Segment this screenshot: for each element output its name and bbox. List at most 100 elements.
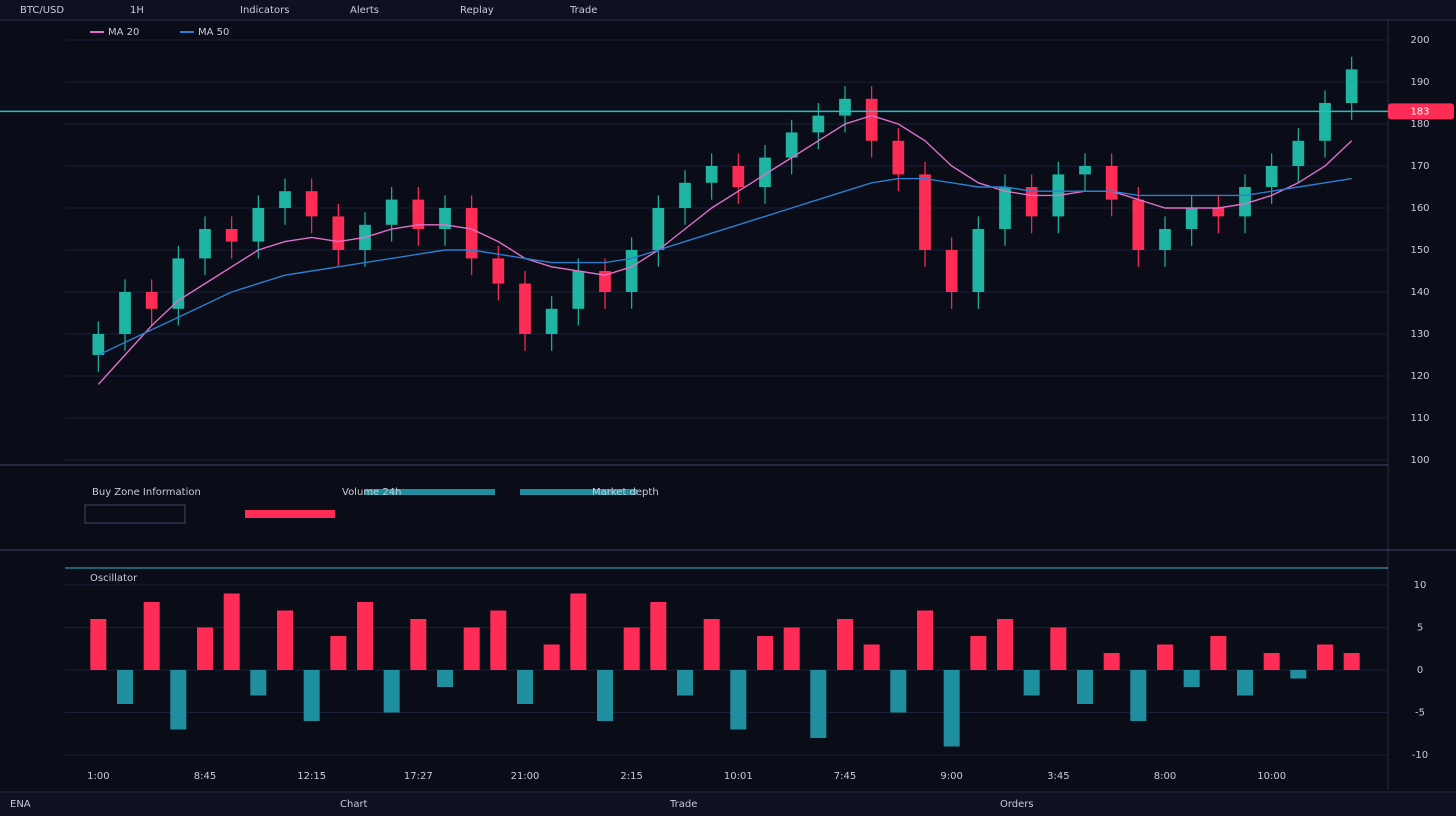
candle-body [972, 229, 985, 292]
status-item[interactable]: Chart [340, 799, 368, 810]
toolbar-bg [0, 0, 1456, 20]
toolbar-item[interactable]: Replay [460, 5, 494, 16]
x-tick-label: 21:00 [511, 771, 540, 782]
candle-body [945, 250, 958, 292]
candle-body [679, 182, 691, 208]
bar [943, 670, 960, 747]
status-item[interactable]: Orders [1000, 799, 1034, 810]
bar [1183, 670, 1200, 687]
x-tick-label: 2:15 [620, 771, 642, 782]
bar [1050, 627, 1067, 670]
legend-label: MA 50 [198, 27, 229, 38]
bar [303, 670, 320, 721]
bar [1157, 644, 1173, 670]
price-tag-bg [1388, 103, 1454, 120]
candle-body [1319, 103, 1331, 141]
bar [997, 619, 1013, 670]
info-bar [245, 510, 335, 518]
bar [1263, 653, 1280, 670]
bar [730, 670, 747, 730]
x-tick-label: 17:27 [404, 771, 433, 782]
candle-body [652, 208, 665, 250]
x-tick-label: 9:00 [940, 771, 962, 782]
price-tag: 183 [1410, 106, 1429, 117]
bar [543, 644, 560, 670]
bar [890, 670, 907, 713]
candle-body [119, 292, 131, 334]
toolbar-item[interactable]: Trade [569, 5, 597, 16]
candle-body [1159, 229, 1171, 250]
candle-body [892, 140, 905, 175]
y-tick-label: 0 [1417, 665, 1423, 676]
candle-body [1185, 208, 1198, 229]
candle-body [279, 191, 291, 208]
bar [223, 593, 240, 670]
candle-body [919, 174, 931, 250]
info-label: Volume 24h [342, 487, 401, 498]
candle-body [412, 199, 425, 229]
candle-body [439, 208, 451, 229]
y-tick-label: 170 [1410, 161, 1429, 172]
bar [330, 636, 347, 670]
info-bar [365, 489, 495, 495]
y-tick-label: -5 [1415, 708, 1425, 719]
status-item[interactable]: Trade [669, 799, 697, 810]
bar [1237, 670, 1253, 696]
candle-body [839, 98, 851, 116]
y-tick-label: 130 [1410, 329, 1429, 340]
bar [837, 619, 853, 670]
x-tick-label: 3:45 [1047, 771, 1069, 782]
info-label: Buy Zone Information [92, 487, 201, 498]
info-label: Market depth [592, 487, 659, 498]
candle-body [865, 98, 878, 141]
y-tick-label: 150 [1410, 245, 1429, 256]
bar [250, 670, 267, 696]
bar [517, 670, 533, 704]
bar [783, 627, 800, 670]
toolbar-item[interactable]: BTC/USD [20, 5, 64, 16]
toolbar-item[interactable]: Alerts [350, 5, 379, 16]
bar [703, 619, 720, 670]
candle-body [545, 308, 558, 334]
bar [357, 602, 373, 670]
candle-body [1292, 140, 1305, 166]
x-tick-label: 8:45 [194, 771, 216, 782]
y-tick-label: 120 [1410, 371, 1429, 382]
candle-body [1132, 199, 1145, 250]
bar [623, 627, 640, 670]
x-tick-label: 1:00 [87, 771, 109, 782]
candle-body [332, 216, 345, 250]
candle-body [1265, 166, 1278, 187]
bar [170, 670, 187, 730]
y-tick-label: 140 [1410, 287, 1429, 298]
bar [1023, 670, 1040, 696]
bar [810, 670, 827, 738]
candle-body [172, 258, 185, 309]
bar [970, 636, 987, 670]
candle-body [385, 199, 398, 225]
panel-title: Oscillator [90, 573, 138, 584]
candle-body [1239, 187, 1251, 217]
bar [463, 627, 480, 670]
toolbar-item[interactable]: 1H [130, 5, 144, 16]
y-tick-label: 110 [1410, 413, 1429, 424]
indicator-line [98, 177, 1352, 356]
candle-body [225, 229, 238, 242]
y-tick-label: 160 [1410, 203, 1429, 214]
toolbar-item[interactable]: Indicators [240, 5, 289, 16]
x-tick-label: 10:00 [1257, 771, 1286, 782]
bar [117, 670, 133, 704]
candle-body [92, 334, 105, 355]
bar [1103, 653, 1120, 670]
legend-label: MA 20 [108, 27, 139, 38]
candle-body [625, 250, 638, 292]
bar [143, 602, 160, 670]
candle-body [199, 229, 211, 259]
bar [197, 627, 213, 670]
bar [1343, 653, 1360, 670]
status-item[interactable]: ENA [10, 799, 31, 810]
bar [490, 610, 507, 670]
bar [1290, 670, 1307, 679]
y-tick-label: 190 [1410, 77, 1429, 88]
